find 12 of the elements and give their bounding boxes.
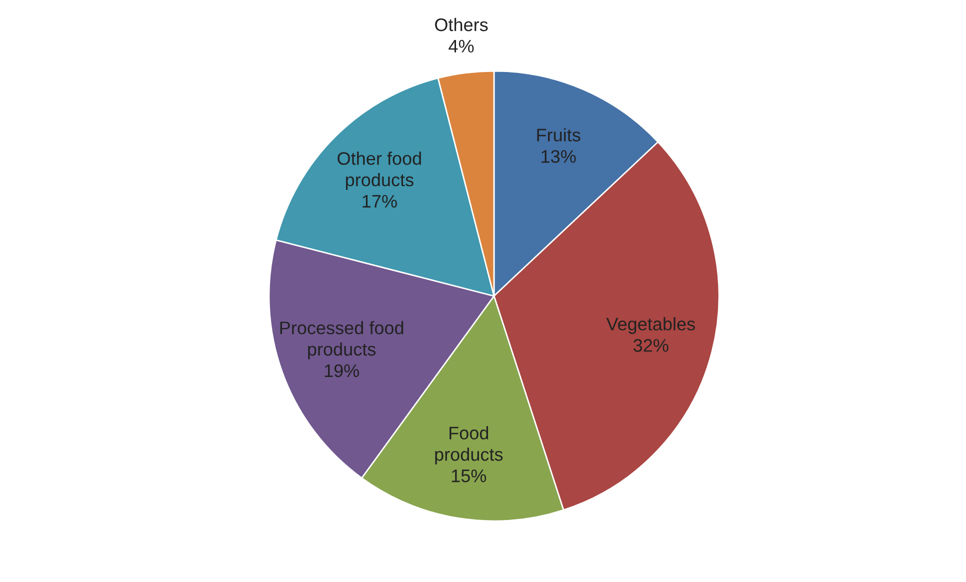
slice-label: Fruits	[537, 128, 580, 142]
data-label: 15%	[452, 470, 486, 482]
data-label: 32%	[634, 339, 668, 352]
slice-label: Vegetables	[606, 317, 695, 334]
slice-label: Other food products	[338, 152, 421, 190]
data-label: 17%	[362, 195, 397, 208]
data-label: 19%	[324, 364, 360, 378]
slice-label: Others	[435, 18, 488, 32]
slice-label: Food products	[435, 426, 503, 464]
data-label: 4%	[448, 40, 474, 53]
slice-label: Processed food products	[280, 321, 404, 360]
data-label: 13%	[542, 150, 576, 163]
